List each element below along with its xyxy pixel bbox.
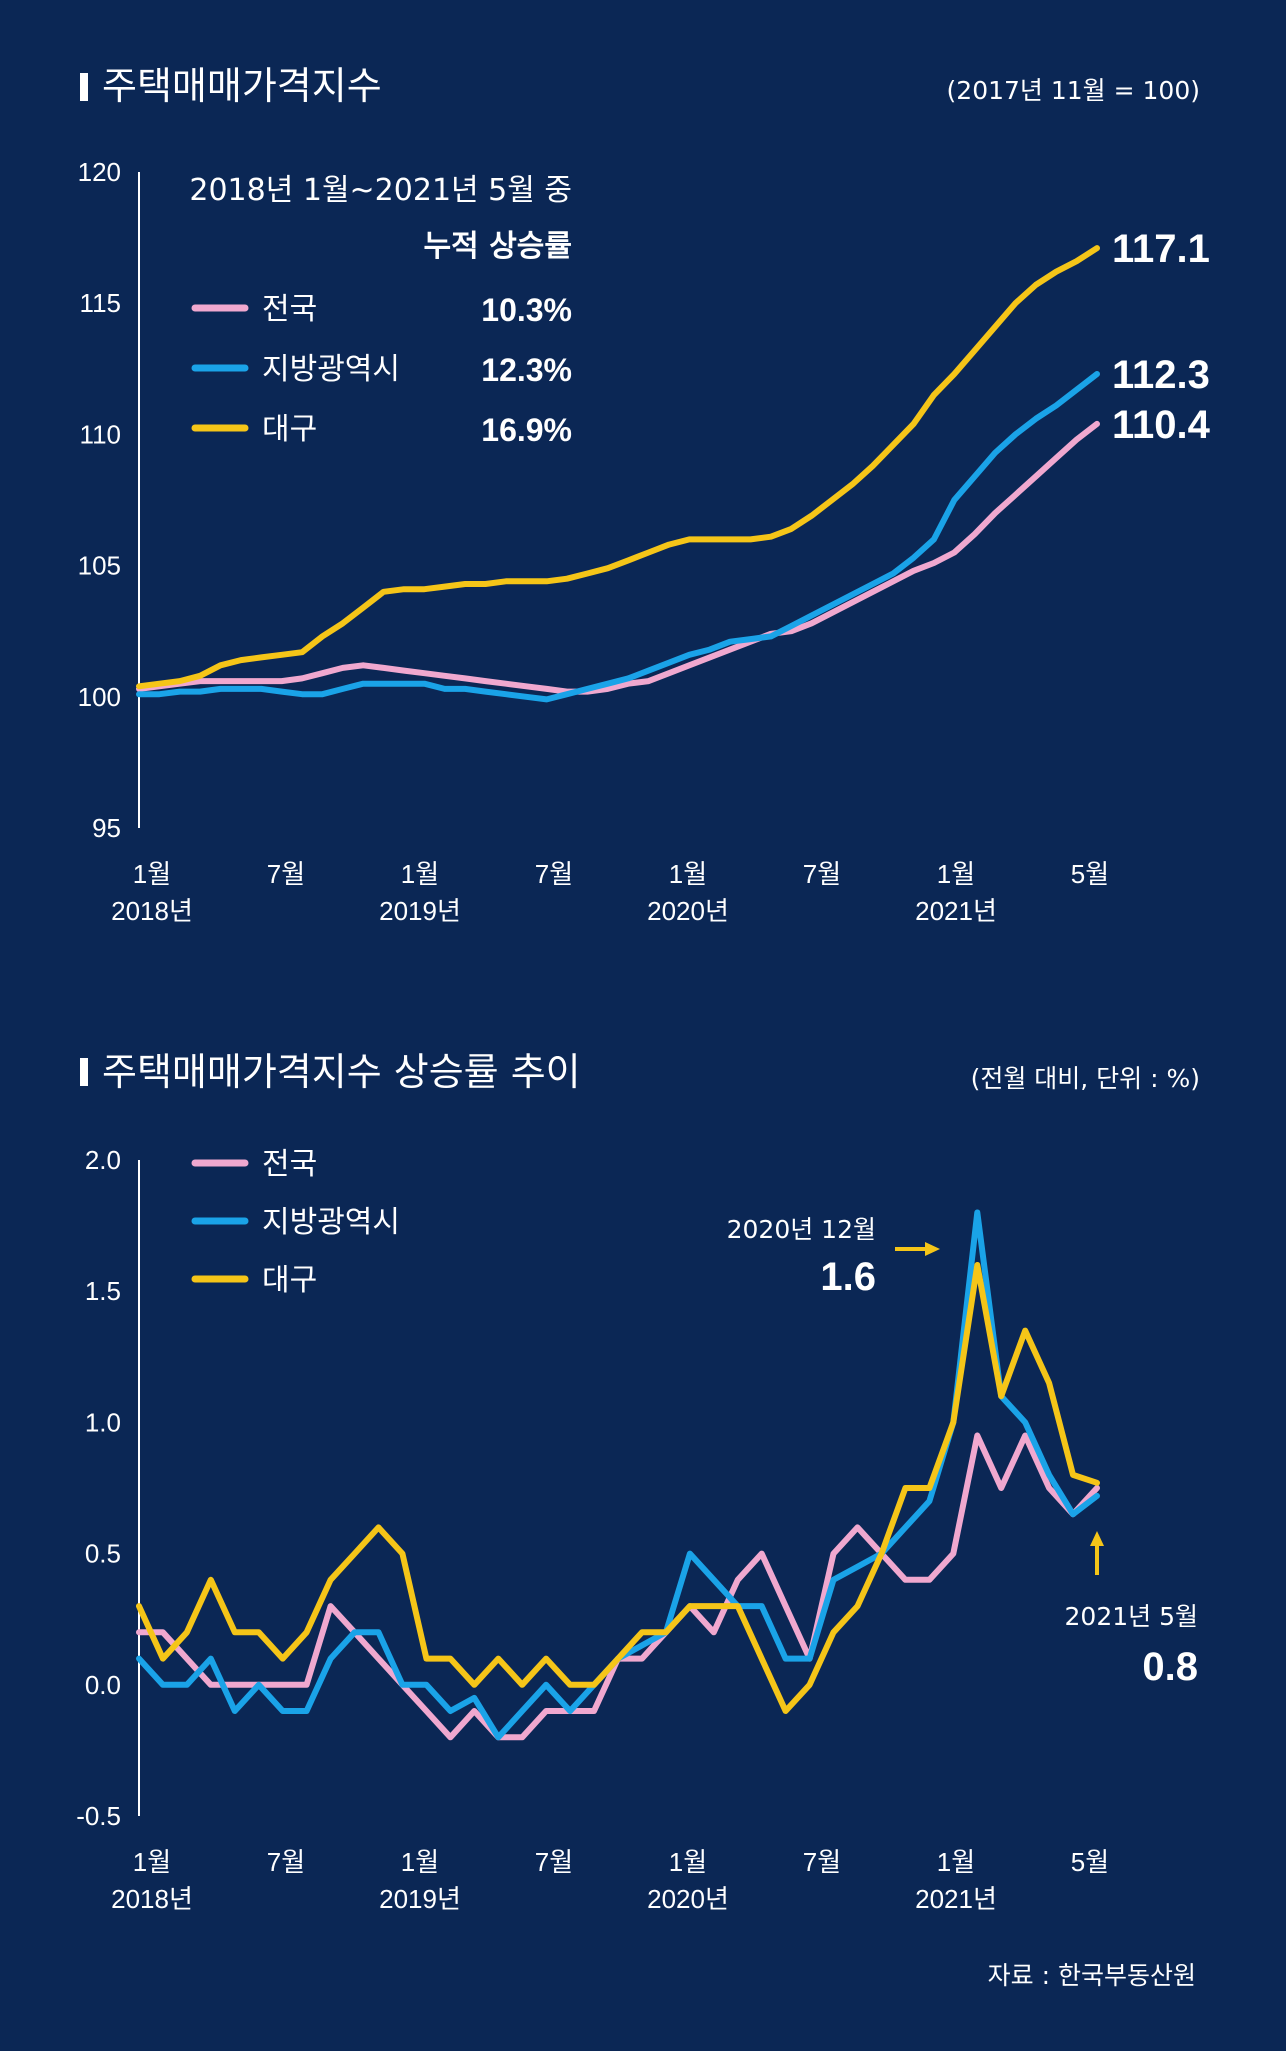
legend-cumulative-header: 누적 상승률 — [424, 229, 572, 264]
chart1-y-tick-label: 100 — [78, 682, 121, 712]
chart2-y-ticks: 2.0 1.5 1.0 0.5 0.0 -0.5 — [76, 1145, 121, 1831]
chart1-x-tick-month: 1월 — [937, 859, 975, 889]
chart1-x-tick-month: 1월 — [133, 859, 171, 889]
legend-series-name: 전국 — [262, 1147, 317, 1182]
chart2-x-tick-month: 1월 — [937, 1847, 975, 1877]
chart2-x-tick-year: 2019년 — [379, 1884, 461, 1914]
chart1-legend: 전국 10.3% 지방광역시 12.3% 대구 16.9% — [191, 292, 572, 448]
chart1-end-labels: 110.4 112.3 117.1 — [1112, 227, 1211, 447]
chart1-x-tick-year: 2018년 — [111, 896, 193, 926]
chart1-y-tick-label: 115 — [80, 288, 121, 318]
chart2-x-tick-month: 1월 — [669, 1847, 707, 1877]
legend-cumulative-value: 16.9% — [481, 412, 572, 448]
chart1-x-tick-month: 5월 — [1071, 859, 1109, 889]
arrow-up-icon — [1090, 1531, 1104, 1575]
legend-period: 2018년 1월~2021년 5월 중 — [189, 173, 572, 208]
chart1-x-tick-month: 7월 — [267, 859, 305, 889]
chart1-x-tick-year: 2020년 — [647, 896, 729, 926]
chart1-x-tick-month: 1월 — [669, 859, 707, 889]
chart2-x-tick-year: 2020년 — [647, 1884, 729, 1914]
legend-series-name: 대구 — [262, 412, 317, 447]
chart1-series — [136, 245, 1100, 703]
chart1-x-tick-month: 1월 — [401, 859, 439, 889]
chart1-end-label: 110.4 — [1112, 403, 1211, 447]
annotation-peak-value: 1.6 — [820, 1255, 876, 1299]
annotation-latest-label: 2021년 5월 — [1065, 1602, 1198, 1631]
chart1-y-tick-label: 120 — [78, 157, 121, 187]
chart1-series-line — [136, 420, 1100, 695]
chart2-x-tick-month: 1월 — [401, 1847, 439, 1877]
chart1-title: 주택매매가격지수 — [102, 64, 382, 108]
chart1-x-tick-year: 2019년 — [379, 896, 461, 926]
chart2-subtitle: (전월 대비, 단위 : %) — [971, 1064, 1200, 1093]
annotation-latest-value: 0.8 — [1142, 1645, 1198, 1689]
chart2-y-tick-label: -0.5 — [76, 1801, 121, 1831]
chart2-x-tick-month: 7월 — [535, 1847, 573, 1877]
source-note: 자료 : 한국부동산원 — [988, 1961, 1196, 1990]
arrow-right-icon — [895, 1242, 940, 1256]
chart2-x-tick-year: 2018년 — [111, 1884, 193, 1914]
chart1-y-tick-label: 95 — [92, 813, 121, 843]
chart1-x-tick-month: 7월 — [803, 859, 841, 889]
chart2-series — [136, 1209, 1100, 1741]
legend-cumulative-value: 10.3% — [481, 292, 572, 328]
chart1-end-label: 112.3 — [1112, 353, 1210, 397]
chart2-y-tick-label: 2.0 — [85, 1145, 121, 1175]
chart1-x-tick-year: 2021년 — [915, 896, 997, 926]
title-marker-1 — [80, 73, 88, 101]
chart2-y-tick-label: 1.5 — [85, 1276, 121, 1306]
chart2-series-line — [136, 1432, 1100, 1741]
legend-series-name: 대구 — [262, 1263, 317, 1298]
chart2-title: 주택매매가격지수 상승률 추이 — [102, 1050, 581, 1094]
chart2-x-tick-month: 5월 — [1071, 1847, 1109, 1877]
legend-series-name: 전국 — [262, 292, 317, 327]
chart2-x-tick-month: 1월 — [133, 1847, 171, 1877]
legend-series-name: 지방광역시 — [262, 352, 400, 387]
chart2-x-tick-month: 7월 — [267, 1847, 305, 1877]
chart1-x-tick-month: 7월 — [535, 859, 573, 889]
chart2-x-tick-year: 2021년 — [915, 1884, 997, 1914]
chart2-y-tick-label: 1.0 — [85, 1407, 121, 1437]
chart2-y-tick-label: 0.0 — [85, 1670, 121, 1700]
legend-cumulative-value: 12.3% — [481, 352, 572, 388]
annotation-peak-label: 2020년 12월 — [727, 1215, 876, 1244]
chart1-series-line — [136, 245, 1100, 690]
title-marker-2 — [80, 1058, 88, 1086]
chart2-x-ticks: 1월 2018년 7월 1월 2019년 7월 1월 2020년 7월 1월 2021년 5월 — [111, 1847, 1109, 1914]
chart1-y-ticks: 120 115 110 105 100 95 — [78, 157, 121, 843]
chart1-end-label: 117.1 — [1112, 227, 1210, 271]
chart1-series-line — [136, 371, 1100, 703]
chart1-y-tick-label: 105 — [78, 551, 121, 581]
chart1-x-ticks: 1월 2018년 7월 1월 2019년 7월 1월 2020년 7월 1월 2021년 5월 — [111, 859, 1109, 926]
chart2-series-line — [136, 1262, 1100, 1714]
chart1-subtitle: (2017년 11월 = 100) — [947, 76, 1200, 105]
legend-series-name: 지방광역시 — [262, 1205, 400, 1240]
chart1-y-tick-label: 110 — [80, 419, 121, 449]
chart2-x-tick-month: 7월 — [803, 1847, 841, 1877]
chart2-y-tick-label: 0.5 — [85, 1539, 121, 1569]
